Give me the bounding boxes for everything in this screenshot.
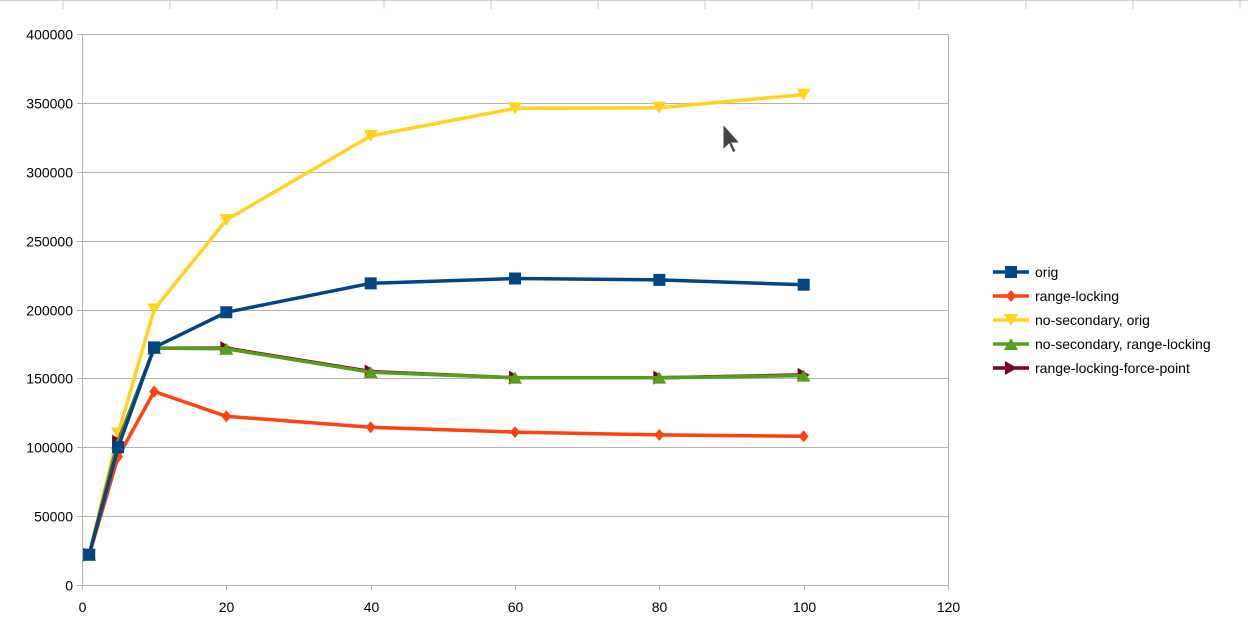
y-tick-label: 150000 [26, 371, 73, 387]
legend-marker [1005, 361, 1017, 375]
series-line [87, 276, 804, 556]
data-point [796, 369, 811, 382]
series-line [87, 346, 804, 556]
data-point [510, 426, 520, 439]
x-tick-label: 120 [937, 599, 961, 615]
data-point [147, 303, 162, 316]
y-tick-label: 350000 [26, 96, 73, 112]
data-point [652, 101, 667, 114]
data-point [364, 277, 377, 290]
data-point [148, 341, 161, 354]
legend-marker [1005, 266, 1017, 278]
data-point [112, 441, 125, 454]
legend-marker [1006, 290, 1016, 302]
data-point [365, 421, 376, 434]
data-point [149, 385, 160, 398]
data-point [220, 306, 233, 319]
legend: orig range-locking no-secondary, orig no-se… [993, 264, 1211, 376]
legend-label: orig [1035, 264, 1058, 280]
legend-item: range-locking-force-point [993, 360, 1190, 376]
data-point [363, 366, 378, 379]
data-point [509, 272, 521, 285]
data-point [798, 430, 809, 443]
x-tick-label: 60 [508, 599, 524, 615]
y-tick-label: 250000 [26, 234, 73, 250]
data-point [652, 371, 667, 384]
legend-item: no-secondary, orig [993, 312, 1150, 328]
data-point [654, 428, 665, 441]
top-ruler [0, 0, 1248, 9]
x-tick-label: 100 [793, 599, 817, 615]
y-tick-label: 200000 [26, 303, 73, 319]
y-tick-label: 400000 [26, 27, 73, 43]
y-tick-label: 50000 [34, 509, 73, 525]
y-tick-label: 300000 [26, 165, 73, 181]
legend-label: no-secondary, range-locking [1035, 336, 1211, 352]
legend-marker [1004, 338, 1018, 350]
series-line [87, 389, 804, 556]
series-layer [82, 88, 811, 562]
legend-marker [1004, 314, 1018, 326]
data-point [653, 273, 666, 286]
x-tick-label: 80 [652, 599, 668, 615]
y-tick-label: 0 [65, 578, 73, 594]
data-point [83, 548, 96, 561]
legend-label: range-locking-force-point [1035, 360, 1190, 376]
legend-item: no-secondary, range-locking [993, 336, 1211, 352]
mouse-cursor-icon [722, 122, 742, 154]
x-tick-label: 0 [79, 599, 87, 615]
gridlines [82, 34, 949, 586]
data-point [363, 129, 378, 142]
data-point [221, 410, 232, 423]
axes: 0 50000 100000 150000 200000 250000 300000 3500… [26, 27, 960, 616]
data-point [508, 371, 522, 384]
series-no-secondary-orig [82, 88, 811, 561]
data-point [219, 342, 234, 355]
data-point [219, 213, 234, 226]
y-tick-label: 100000 [26, 440, 73, 456]
series-line [87, 346, 804, 556]
series-range-locking [84, 385, 809, 561]
legend-label: range-locking [1035, 288, 1119, 304]
legend-item: range-locking [993, 288, 1119, 304]
data-point [796, 88, 811, 101]
series-orig [83, 272, 810, 561]
data-point [508, 102, 522, 115]
data-point [797, 278, 810, 291]
x-tick-label: 40 [364, 599, 380, 615]
legend-label: no-secondary, orig [1035, 312, 1150, 328]
x-tick-label: 20 [219, 599, 235, 615]
series-no-secondary-range-locking [82, 342, 811, 561]
series-line [87, 92, 804, 556]
legend-item: orig [993, 264, 1058, 280]
